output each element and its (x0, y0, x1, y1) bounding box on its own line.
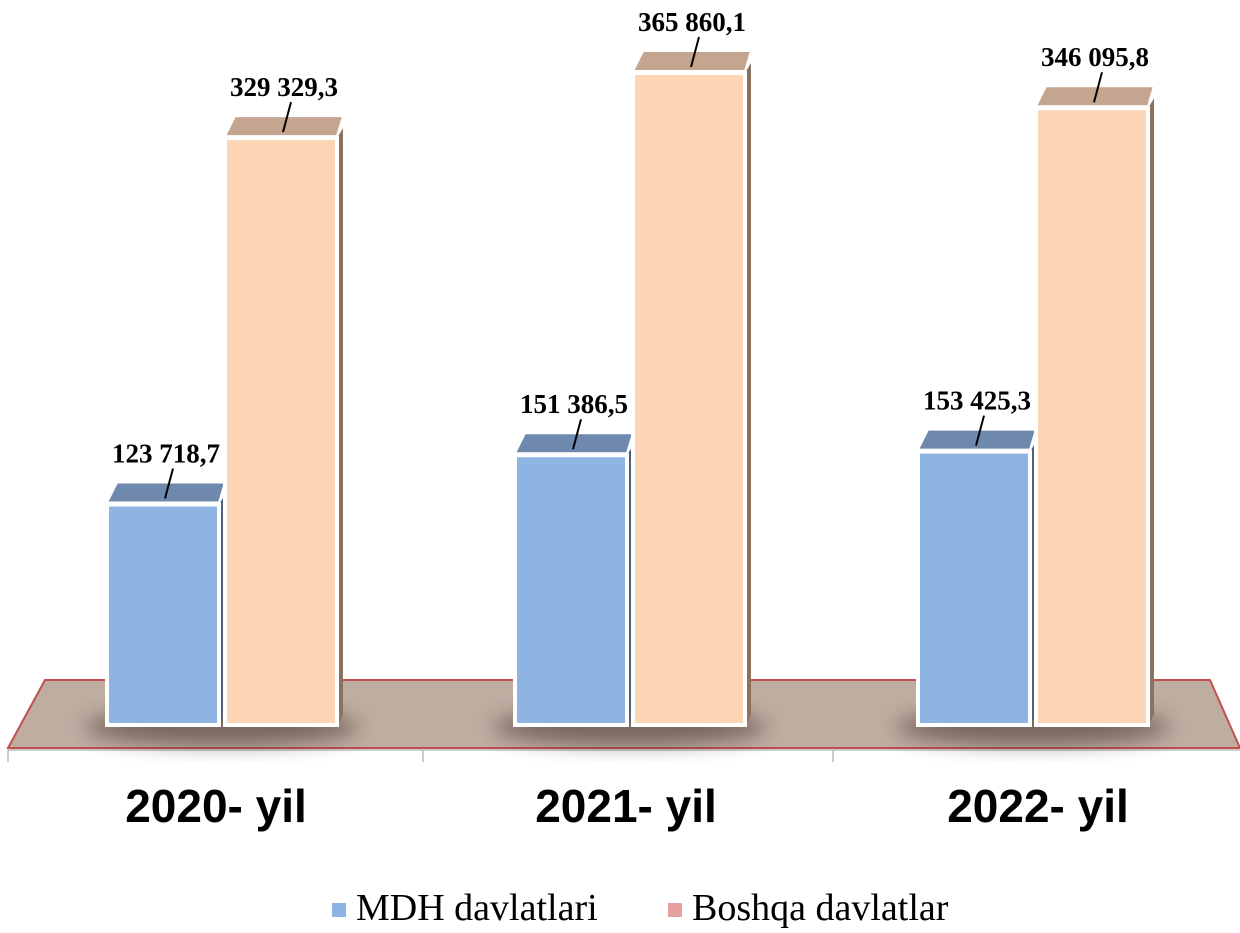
data-label-leader (690, 36, 700, 68)
bar (631, 71, 747, 727)
data-label-leader (975, 415, 985, 446)
bars-group (85, 50, 1170, 745)
data-label-leader (164, 468, 174, 499)
labels-group: 123 718,7 329 329,3 151 386,5 365 860,1 153 … (112, 7, 1149, 499)
legend-swatch-boshqa (668, 903, 682, 917)
data-label: 123 718,7 (112, 439, 220, 469)
x-tick-label: 2020- yil (125, 780, 307, 832)
bar (916, 449, 1032, 727)
legend: MDH davlatlari Boshqa davlatlar (332, 887, 949, 929)
bar (1034, 106, 1150, 727)
bar (223, 136, 339, 728)
legend-label-boshqa: Boshqa davlatlar (692, 887, 949, 929)
x-tick-label: 2021- yil (535, 780, 717, 832)
data-label: 329 329,3 (230, 72, 338, 102)
data-label-leader (572, 418, 582, 450)
data-label: 151 386,5 (520, 389, 628, 419)
bar (513, 453, 629, 727)
legend-swatch-mdh (332, 903, 346, 917)
data-label: 153 425,3 (923, 386, 1031, 416)
data-label-leader (1093, 71, 1103, 103)
bar (105, 502, 221, 728)
data-label: 346 095,8 (1041, 42, 1149, 72)
data-label: 365 860,1 (638, 7, 746, 37)
x-tick-label: 2022- yil (947, 780, 1129, 832)
legend-label-mdh: MDH davlatlari (356, 887, 598, 929)
data-label-leader (282, 101, 292, 133)
